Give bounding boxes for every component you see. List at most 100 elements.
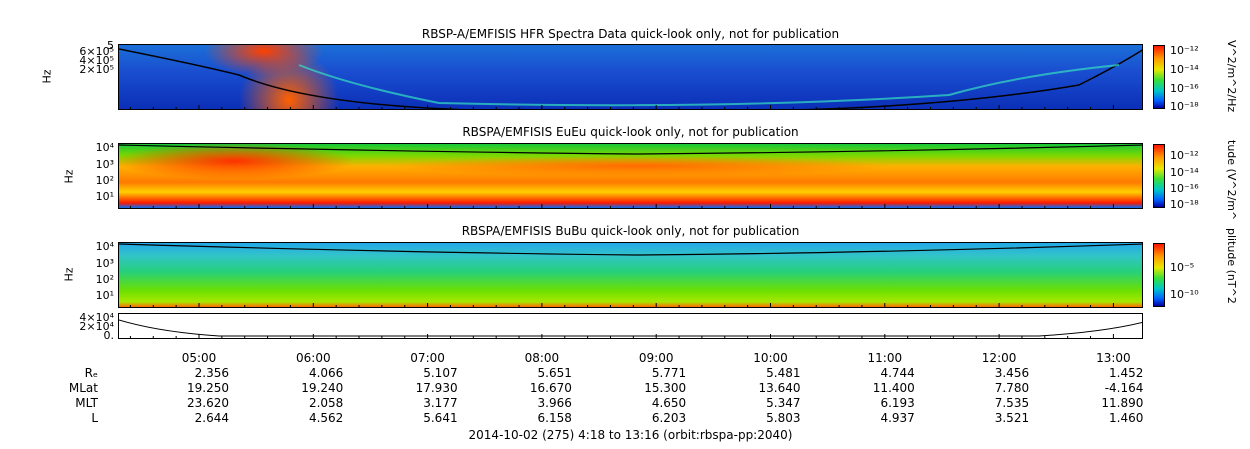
panel1-ytick: 5 [107, 39, 114, 52]
ephemeris-cell: 5.651 [537, 366, 572, 380]
ephemeris-cell: 23.620 [187, 396, 229, 410]
panel3-ytick: 10² [95, 273, 114, 286]
ephemeris-cell: 15.300 [644, 381, 687, 395]
footer-caption: 2014-10-02 (275) 4:18 to 13:16 (orbit:rb… [468, 428, 793, 442]
panel2-title: RBSPA/EMFISIS EuEu quick-look only, not … [462, 125, 799, 139]
panel1-cbar-label: V^2/m^2/Hz [1225, 40, 1238, 113]
ephemeris-cell: 11.890 [1101, 396, 1144, 410]
panel3-cbar-tick: 10⁻¹⁰ [1170, 288, 1199, 301]
panel2-cbar-label: tude (V^2/m^ [1225, 140, 1238, 221]
x-tick-label: 08:00 [524, 351, 560, 365]
panel1-cbar-tick: 10⁻¹⁴ [1170, 63, 1199, 76]
ephemeris-cell: 4.650 [651, 396, 687, 410]
ephemeris-row-label: MLat [68, 381, 98, 395]
panel-tick-marks [129, 204, 1114, 209]
ephemeris-cell: 5.481 [766, 366, 801, 380]
ephemeris-cell: 3.521 [994, 411, 1030, 425]
ephemeris-cell: 5.803 [766, 411, 801, 425]
hfr-plasma-line [298, 64, 1120, 107]
panel4-ytick: 2×10⁴ [79, 320, 114, 333]
panel3-ytick: 10¹ [95, 289, 114, 302]
panel1-ylabel: Hz [40, 69, 54, 84]
x-tick-label: 10:00 [753, 351, 788, 365]
panel2-cbar-tick: 10⁻¹⁸ [1170, 198, 1199, 211]
ephemeris-cell: 2.644 [194, 411, 229, 425]
panel1-cbar-tick: 10⁻¹⁶ [1170, 82, 1199, 95]
panel3-colorbar [1153, 243, 1165, 307]
ephemeris-cell: 6.203 [651, 411, 687, 425]
line-panel-curve [119, 319, 1142, 337]
panel1-colorbar [1153, 45, 1165, 109]
x-tick-label: 06:00 [296, 351, 331, 365]
ephemeris-cell: 2.058 [308, 396, 344, 410]
ephemeris-cell: 4.066 [308, 366, 344, 380]
bubu-spectrogram [118, 242, 1143, 308]
x-tick-label: 11:00 [867, 351, 903, 365]
panel3-title: RBSPA/EMFISIS BuBu quick-look only, not … [461, 224, 800, 238]
panel1-ytick: 6×10⁵ [79, 45, 114, 58]
panel2-cbar-tick: 10⁻¹⁴ [1170, 166, 1199, 179]
ephemeris-cell: 17.930 [415, 381, 458, 395]
ephemeris-row-label: L [91, 411, 98, 425]
ephemeris-cell: 19.240 [301, 381, 344, 395]
panel3-ytick: 10³ [95, 257, 114, 270]
panel-tick-marks [129, 334, 1114, 339]
panel-tick-marks [129, 105, 1114, 110]
panel2-cbar-tick: 10⁻¹⁶ [1170, 182, 1199, 195]
ephemeris-cell: 5.107 [423, 366, 458, 380]
panel1-cbar-tick: 10⁻¹² [1170, 44, 1199, 57]
ephemeris-cell: 4.744 [880, 366, 915, 380]
hfr-cyclotron-curve [119, 48, 1142, 109]
hfr-spectrogram [118, 44, 1143, 110]
ephemeris-cell: 1.460 [1109, 411, 1144, 425]
ephemeris-cell: 4.562 [308, 411, 344, 425]
x-tick-label: 05:00 [181, 351, 217, 365]
panel3-cbar-label: plitude (nT^2 [1225, 228, 1238, 304]
panel-tick-marks [129, 303, 1114, 308]
ephemeris-cell: 4.937 [880, 411, 915, 425]
panel1-ytick: 2×10⁵ [79, 63, 114, 76]
x-tick-label: 12:00 [981, 351, 1017, 365]
eueu-cyclotron-curve [119, 144, 1142, 155]
ephemeris-cell: 5.347 [766, 396, 801, 410]
ephemeris-cell: 13.640 [758, 381, 801, 395]
ephemeris-cell: 2.356 [194, 366, 229, 380]
ephemeris-row-label: Rₑ [84, 366, 98, 380]
panel1-cbar-tick: 10⁻¹⁸ [1170, 100, 1199, 113]
line-panel [118, 313, 1143, 339]
bubu-overlay [119, 243, 1142, 256]
ephemeris-cell: 7.535 [994, 396, 1030, 410]
hfr-overlay [119, 48, 1142, 109]
bubu-cyclotron-curve [119, 243, 1142, 256]
ephemeris-cell: 3.177 [423, 396, 458, 410]
panel2-ytick: 10¹ [95, 190, 114, 203]
ephemeris-cell: 11.400 [872, 381, 915, 395]
x-tick-label: 13:00 [1096, 351, 1131, 365]
ephemeris-cell: 5.641 [423, 411, 458, 425]
ephemeris-cell: 5.771 [651, 366, 687, 380]
panel2-ytick: 10⁴ [95, 141, 114, 154]
eueu-overlay [119, 144, 1142, 155]
ephemeris-cell: 16.670 [529, 381, 572, 395]
ephemeris-cell: 3.456 [994, 366, 1030, 380]
ephemeris-row-label: MLT [75, 396, 98, 410]
panel2-ytick: 10³ [95, 158, 114, 171]
x-tick-label: 09:00 [638, 351, 674, 365]
eueu-spectrogram [118, 143, 1143, 209]
ephemeris-cell: -4.164 [1104, 381, 1144, 395]
ephemeris-cell: 3.966 [537, 396, 572, 410]
panel1-title: RBSP-A/EMFISIS HFR Spectra Data quick-lo… [421, 27, 840, 41]
line-panel-plot [119, 319, 1142, 337]
panel1-ytick: 4×10⁵ [79, 54, 114, 67]
ephemeris-cell: 7.780 [994, 381, 1030, 395]
ephemeris-cell: 6.158 [537, 411, 572, 425]
panel4-ytick: 4×10⁴ [79, 311, 114, 324]
panel4-ytick: 0. [103, 329, 115, 342]
panel3-ytick: 10⁴ [95, 240, 114, 253]
panel2-colorbar [1153, 144, 1165, 208]
ephemeris-cell: 19.250 [187, 381, 229, 395]
x-tick-label: 07:00 [410, 351, 445, 365]
panel3-cbar-tick: 10⁻⁵ [1170, 261, 1195, 274]
ephemeris-cell: 1.452 [1109, 366, 1144, 380]
panel2-ytick: 10² [95, 174, 114, 187]
